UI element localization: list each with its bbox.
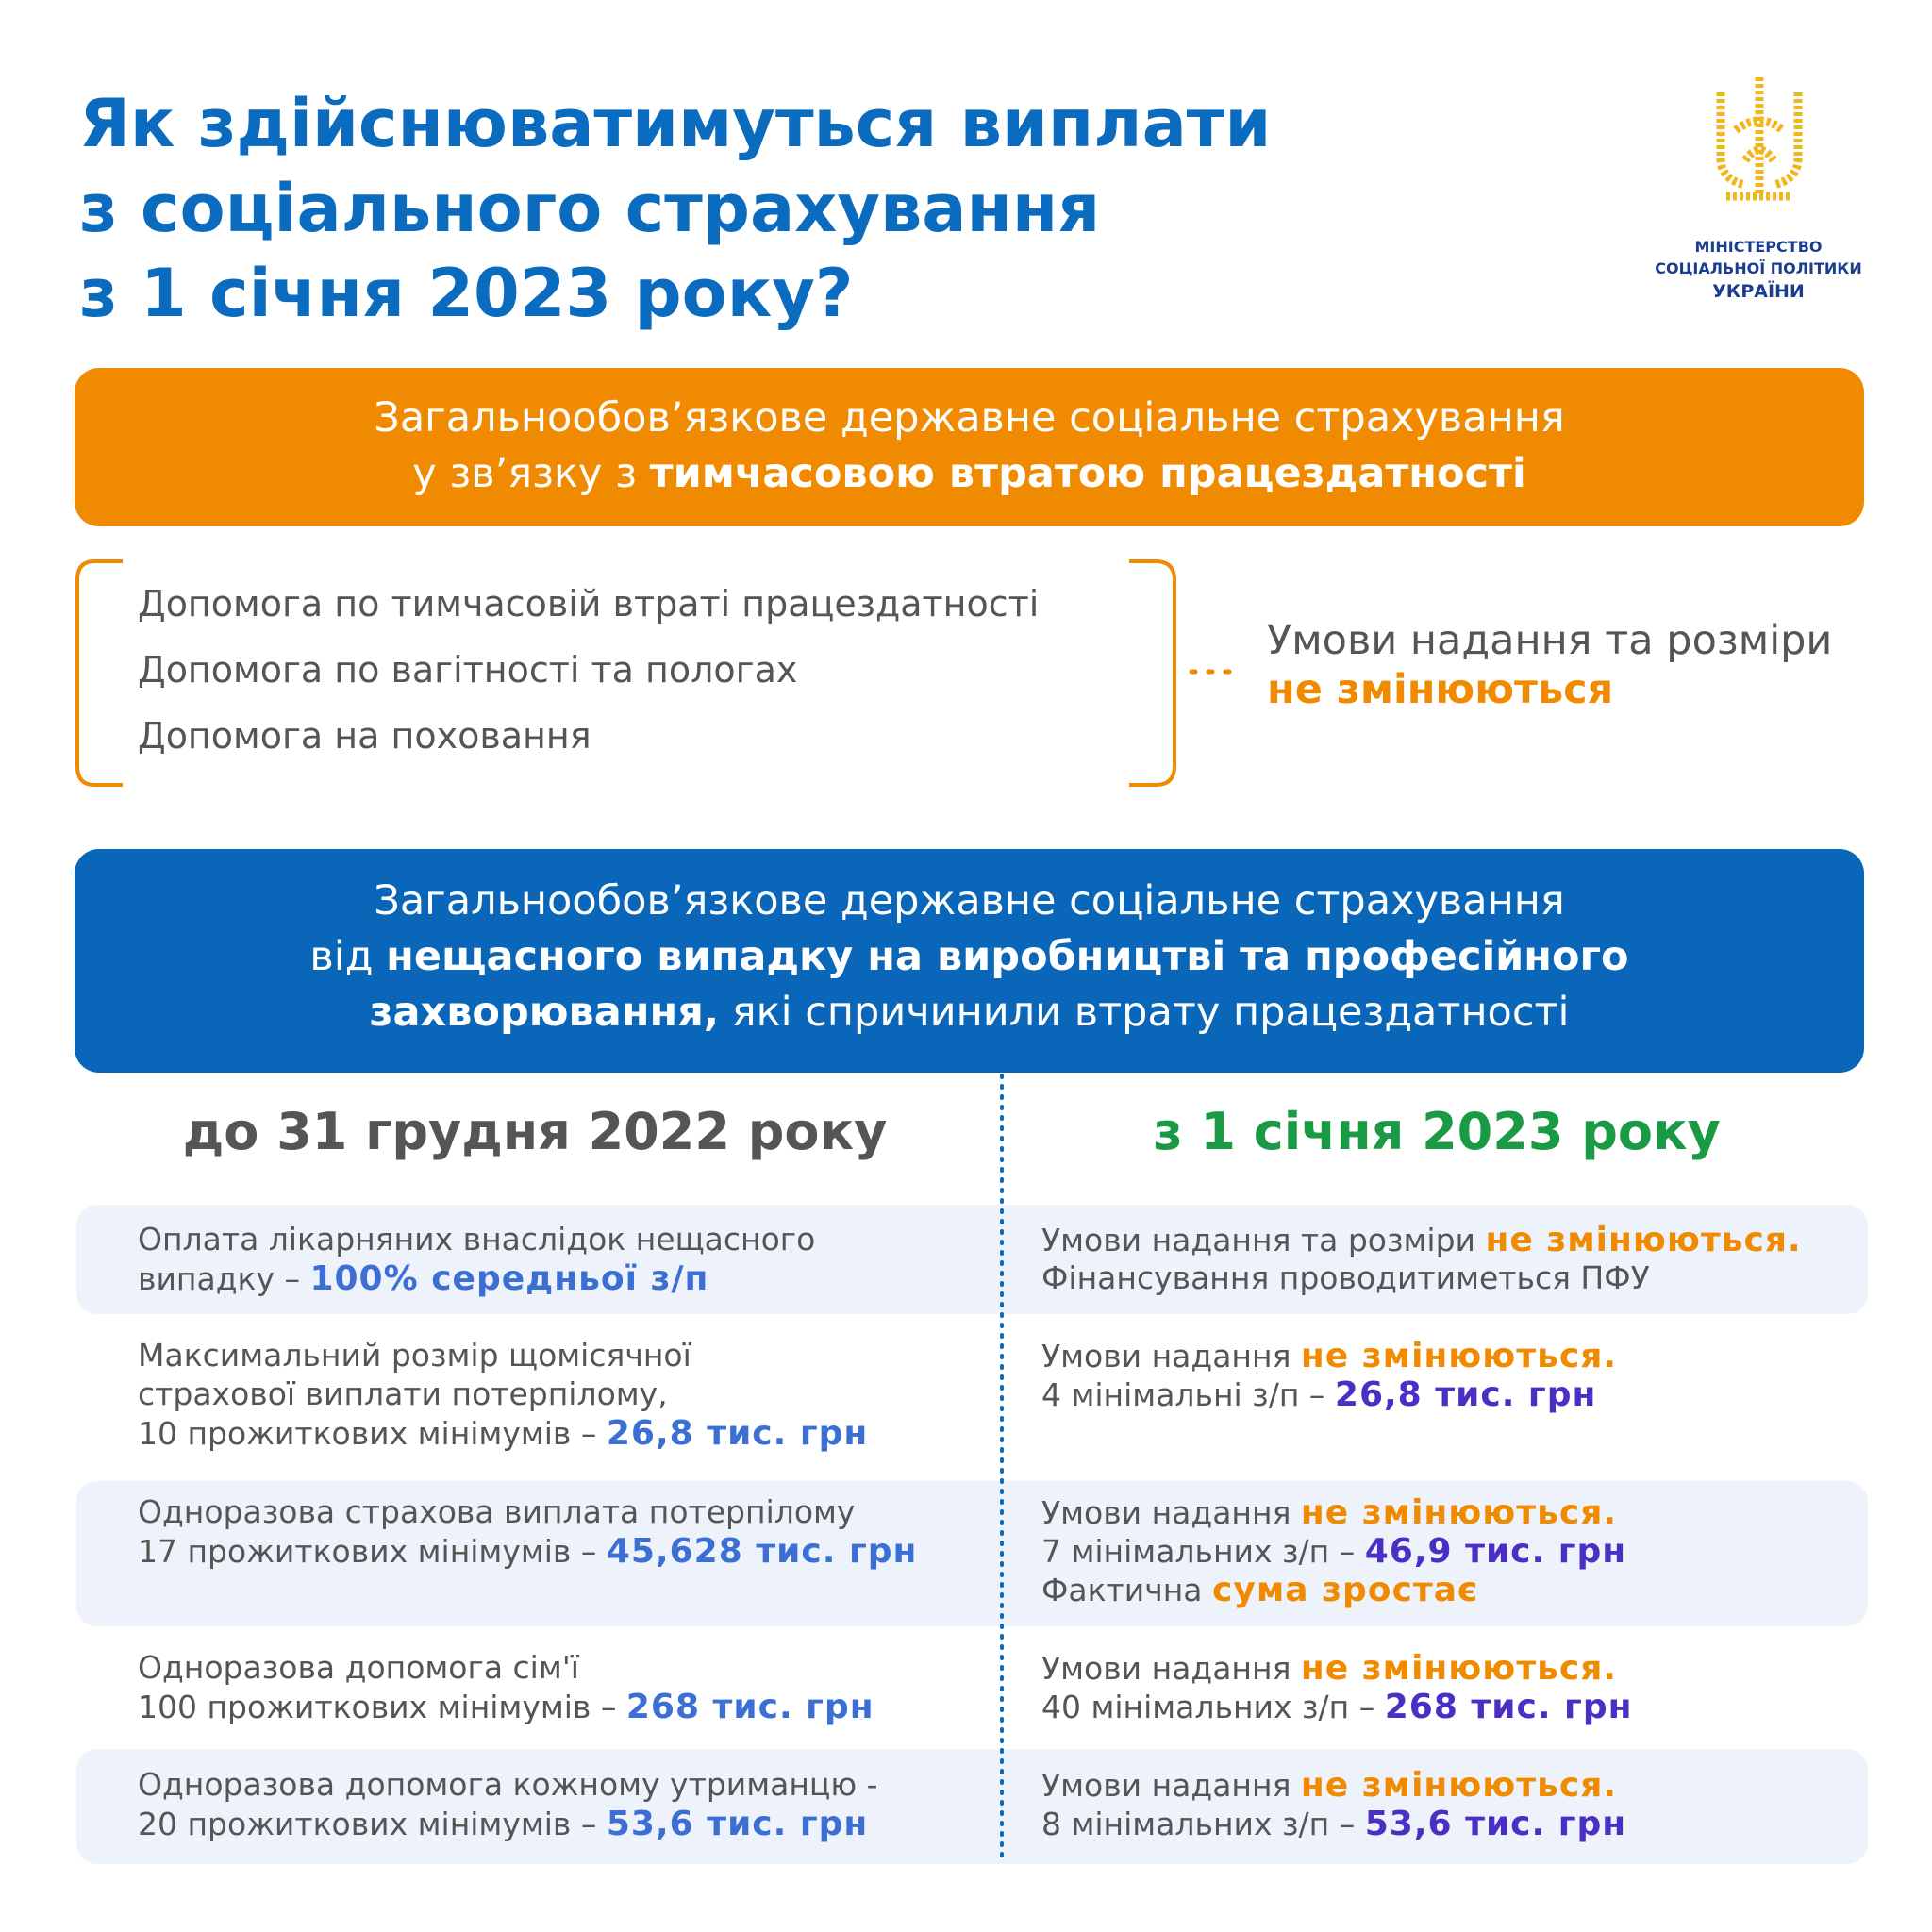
- text-run: Максимальний розмір щомісячної: [138, 1337, 691, 1374]
- highlight: 26,8 тис. грн: [1334, 1375, 1597, 1414]
- highlight: захворювання,: [369, 989, 720, 1036]
- row-line: Умови надання та розміри не змінюються.: [1041, 1221, 1802, 1259]
- text-run: Фінансування проводитиметься ПФУ: [1041, 1259, 1650, 1296]
- banner-line: Загальнообов’язкове державне соціальне с…: [75, 394, 1864, 441]
- text-run: випадку –: [138, 1260, 310, 1297]
- row-line: Умови надання не змінюються.: [1041, 1493, 1617, 1532]
- highlight: сума зростає: [1212, 1571, 1479, 1609]
- text-run: Умови надання: [1041, 1494, 1301, 1531]
- text-run: Умови надання: [1041, 1767, 1301, 1804]
- text-run: Загальнообов’язкове державне соціальне с…: [374, 394, 1565, 441]
- note-line: Умови надання та розміри: [1267, 617, 1832, 664]
- banner-blue: Загальнообов’язкове державне соціальне с…: [75, 849, 1864, 1073]
- highlight: 46,9 тис. грн: [1364, 1532, 1627, 1571]
- text-run: 7 мінімальних з/п –: [1041, 1533, 1365, 1570]
- logo-text: СОЦІАЛЬНОЇ ПОЛІТИКИ: [1655, 259, 1862, 277]
- row-line: Умови надання не змінюються.: [1041, 1766, 1617, 1805]
- text-run: 17 прожиткових мінімумів –: [138, 1533, 607, 1570]
- row-line: 20 прожиткових мінімумів – 53,6 тис. грн: [138, 1805, 868, 1843]
- text-run: у зв’язку з: [412, 450, 650, 497]
- row-line: 17 прожиткових мінімумів – 45,628 тис. г…: [138, 1532, 917, 1571]
- banner-line: Загальнообов’язкове державне соціальне с…: [75, 877, 1864, 924]
- note-line: не змінюються: [1267, 666, 1613, 713]
- text-run: Умови надання та розміри: [1267, 617, 1833, 664]
- row-line: Одноразова допомога кожному утриманцю -: [138, 1766, 878, 1803]
- row-line: 100 прожиткових мінімумів – 268 тис. грн: [138, 1688, 874, 1726]
- highlight: тимчасовою втратою працездатності: [649, 450, 1526, 497]
- highlight: 268 тис. грн: [625, 1688, 874, 1726]
- text-run: Одноразова допомога сім'ї: [138, 1649, 579, 1686]
- text-run: які спричинили втрату працездатності: [719, 989, 1570, 1036]
- row-line: Одноразова страхова виплата потерпілому: [138, 1493, 855, 1530]
- row-line: страхової виплати потерпілому,: [138, 1375, 668, 1412]
- text-run: Загальнообов’язкове державне соціальне с…: [374, 877, 1565, 924]
- banner-line: захворювання, які спричинили втрату прац…: [75, 989, 1864, 1036]
- row-line: Одноразова допомога сім'ї: [138, 1649, 579, 1686]
- text-run: Умови надання та розміри: [1041, 1222, 1486, 1258]
- text-run: Фактична: [1041, 1572, 1213, 1608]
- text-run: 8 мінімальних з/п –: [1041, 1806, 1365, 1842]
- row-line: Умови надання не змінюються.: [1041, 1649, 1617, 1688]
- highlight: не змінюються.: [1300, 1649, 1618, 1688]
- highlight: 268 тис. грн: [1384, 1688, 1633, 1726]
- title-line: з соціального страхування: [79, 170, 1101, 247]
- highlight: не змінюються.: [1300, 1766, 1618, 1805]
- text-run: 100 прожиткових мінімумів –: [138, 1689, 626, 1725]
- text-run: страхової виплати потерпілому,: [138, 1375, 668, 1412]
- logo-text: УКРАЇНИ: [1712, 281, 1805, 302]
- row-line: Фактична сума зростає: [1041, 1571, 1478, 1609]
- text-run: Умови надання: [1041, 1650, 1301, 1687]
- highlight: не змінюються.: [1300, 1493, 1618, 1532]
- text-run: 40 мінімальних з/п –: [1041, 1689, 1385, 1725]
- text-run: 20 прожиткових мінімумів –: [138, 1806, 607, 1842]
- text-run: від: [309, 933, 387, 980]
- row-line: Умови надання не змінюються.: [1041, 1337, 1617, 1375]
- title-line: з 1 січня 2023 року?: [79, 255, 854, 332]
- trident-logo: [1716, 77, 1803, 201]
- text-run: Умови надання: [1041, 1338, 1301, 1374]
- highlight: нещасного випадку на виробництві та проф…: [386, 933, 1629, 980]
- highlight: не змінюються.: [1300, 1337, 1618, 1375]
- highlight: 100% середньої з/п: [309, 1259, 709, 1298]
- row-line: випадку – 100% середньої з/п: [138, 1259, 708, 1298]
- highlight: 53,6 тис. грн: [1364, 1805, 1627, 1843]
- text-run: 4 мінімальні з/п –: [1041, 1376, 1335, 1413]
- benefit-item: Допомога по тимчасовій втраті працездатн…: [138, 583, 1040, 625]
- row-line: 40 мінімальних з/п – 268 тис. грн: [1041, 1688, 1633, 1726]
- column-heading: до 31 грудня 2022 року: [182, 1102, 888, 1161]
- text-run: Одноразова допомога кожному утриманцю -: [138, 1766, 878, 1803]
- text-run: Одноразова страхова виплата потерпілому: [138, 1493, 856, 1530]
- row-line: Максимальний розмір щомісячної: [138, 1337, 691, 1374]
- banner-line: у зв’язку з тимчасовою втратою працездат…: [75, 450, 1864, 497]
- row-line: 7 мінімальних з/п – 46,9 тис. грн: [1041, 1532, 1626, 1571]
- logo-text: МІНІСТЕРСТВО: [1694, 238, 1823, 256]
- banner-orange: Загальнообов’язкове державне соціальне с…: [75, 368, 1864, 526]
- row-line: 10 прожиткових мінімумів – 26,8 тис. грн: [138, 1414, 868, 1453]
- row-line: Оплата лікарняних внаслідок нещасного: [138, 1221, 815, 1257]
- column-heading: з 1 січня 2023 року: [1153, 1102, 1721, 1161]
- highlight: 26,8 тис. грн: [606, 1414, 869, 1453]
- title-line: Як здійснюватимуться виплати: [79, 85, 1272, 162]
- highlight: 53,6 тис. грн: [606, 1805, 869, 1843]
- highlight: не змінюються.: [1485, 1221, 1802, 1259]
- benefit-item: Допомога по вагітності та пологах: [138, 649, 798, 691]
- benefit-item: Допомога на поховання: [138, 715, 591, 757]
- row-line: 4 мінімальні з/п – 26,8 тис. грн: [1041, 1375, 1596, 1414]
- text-run: 10 прожиткових мінімумів –: [138, 1415, 607, 1452]
- highlight: 45,628 тис. грн: [606, 1532, 918, 1571]
- row-line: Фінансування проводитиметься ПФУ: [1041, 1259, 1650, 1296]
- banner-line: від нещасного випадку на виробництві та …: [75, 933, 1864, 980]
- row-line: 8 мінімальних з/п – 53,6 тис. грн: [1041, 1805, 1626, 1843]
- highlight: не змінюються: [1267, 666, 1614, 713]
- text-run: Оплата лікарняних внаслідок нещасного: [138, 1221, 816, 1257]
